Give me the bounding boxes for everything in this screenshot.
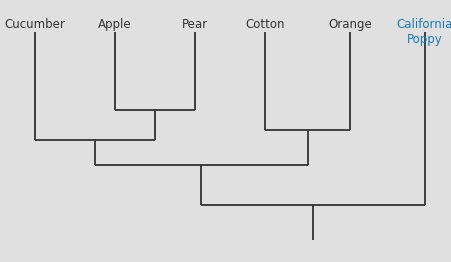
Text: Apple: Apple xyxy=(98,18,132,31)
Text: Cotton: Cotton xyxy=(245,18,284,31)
Text: California
Poppy: California Poppy xyxy=(396,18,451,46)
Text: Cucumber: Cucumber xyxy=(5,18,65,31)
Text: Pear: Pear xyxy=(182,18,207,31)
Text: Orange: Orange xyxy=(327,18,371,31)
